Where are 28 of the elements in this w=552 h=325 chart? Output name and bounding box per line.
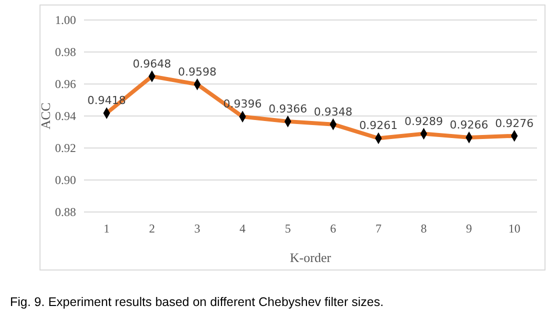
y-tick-label: 0.92: [55, 140, 76, 155]
data-label: 0.9366: [268, 102, 308, 116]
x-tick-label: 9: [466, 222, 472, 236]
x-tick-label: 2: [148, 222, 155, 236]
y-tick-label: 0.96: [55, 76, 76, 91]
x-tick-label: 6: [330, 222, 336, 236]
x-tick-label: 5: [284, 222, 291, 236]
x-tick-label: 4: [240, 222, 246, 236]
y-tick-label: 0.88: [55, 204, 76, 219]
caption: Fig. 9. Experiment results based on different Chebyshev filter sizes.: [10, 295, 384, 309]
data-label: 0.9266: [450, 118, 488, 132]
x-tick-label: 8: [420, 222, 427, 236]
data-label: 0.9276: [495, 116, 534, 130]
y-tick-label: 0.90: [55, 172, 76, 187]
y-tick-label: 0.98: [55, 44, 76, 59]
data-label: 0.9348: [314, 105, 352, 118]
data-label: 0.9598: [178, 65, 216, 78]
data-label: 0.9648: [132, 57, 172, 70]
data-label: 0.9289: [404, 114, 443, 128]
data-label: 0.9261: [359, 119, 398, 132]
x-tick-label: 7: [375, 222, 382, 236]
x-axis-title: K-order: [290, 250, 332, 265]
x-tick-label: 10: [508, 222, 520, 236]
x-tick-label: 1: [104, 222, 110, 236]
y-tick-label: 1.00: [55, 12, 76, 27]
x-tick-label: 3: [194, 222, 200, 236]
y-axis-title: ACC: [38, 102, 53, 130]
y-tick-label: 0.94: [55, 108, 76, 123]
